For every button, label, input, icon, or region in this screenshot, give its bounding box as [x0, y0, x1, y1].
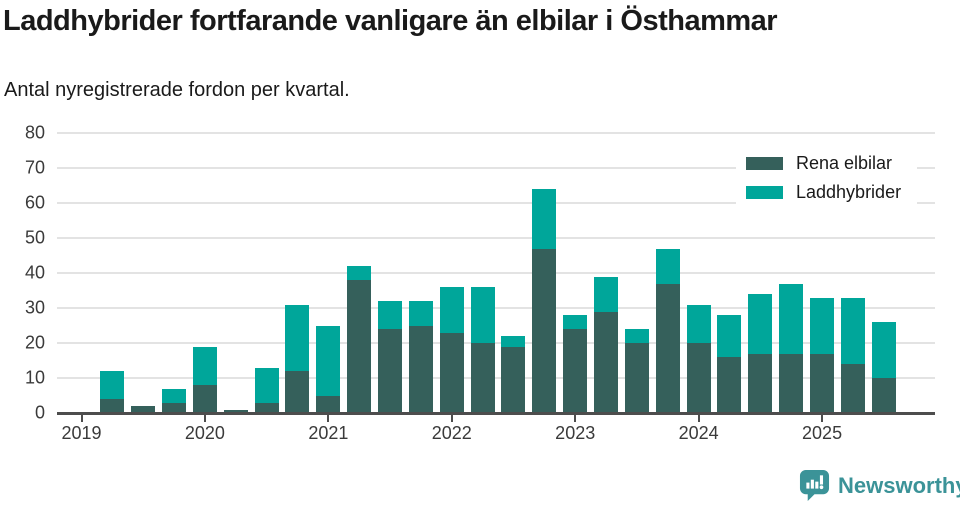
bar-2022-Q1-laddhybrider	[439, 287, 464, 333]
legend: Rena elbilar Laddhybrider	[736, 144, 918, 212]
bar-2024-Q2-rena-elbilar	[717, 357, 742, 413]
y-tick-label-20: 20	[24, 332, 45, 353]
bar-2023-Q2-laddhybrider	[594, 276, 619, 312]
brand-name: Newsworthy	[838, 472, 960, 498]
legend-item-rena-elbilar: Rena elbilar	[746, 153, 901, 174]
gridline-y50	[57, 237, 935, 239]
chart-subtitle: Antal nyregistrerade fordon per kvartal.	[4, 79, 350, 101]
bar-2023-Q2-rena-elbilar	[594, 311, 619, 413]
x-tick-2025	[821, 415, 824, 422]
bar-2025-Q1-laddhybrider	[810, 297, 835, 354]
bar-2019-Q3-rena-elbilar	[131, 406, 156, 413]
bar-2021-Q2-rena-elbilar	[347, 280, 372, 413]
bar-2020-Q1-rena-elbilar	[192, 385, 217, 413]
bar-2023-Q1-rena-elbilar	[563, 329, 588, 413]
x-tick-label-2022: 2022	[431, 423, 472, 443]
bar-2022-Q3-rena-elbilar	[501, 346, 526, 413]
x-tick-label-2025: 2025	[802, 423, 843, 443]
bar-2022-Q4-rena-elbilar	[532, 248, 557, 413]
x-tick-2021	[327, 415, 330, 422]
bar-2019-Q4-rena-elbilar	[162, 402, 187, 413]
gridline-y80	[57, 132, 935, 134]
gridline-y10	[57, 377, 935, 379]
bar-2019-Q4-laddhybrider	[162, 388, 187, 403]
bar-2020-Q1-laddhybrider	[192, 346, 217, 385]
x-tick-label-2020: 2020	[184, 423, 225, 443]
x-tick-2019	[80, 415, 83, 422]
bar-2025-Q3-laddhybrider	[871, 322, 896, 378]
x-axis-line	[57, 412, 935, 415]
x-tick-2024	[697, 415, 700, 422]
gridline-y60	[57, 202, 935, 204]
bar-2021-Q1-laddhybrider	[316, 325, 341, 396]
bar-2021-Q1-rena-elbilar	[316, 395, 341, 413]
y-tick-label-50: 50	[24, 227, 45, 248]
y-tick-label-60: 60	[24, 192, 45, 213]
y-tick-label-80: 80	[24, 122, 45, 143]
bar-2023-Q1-laddhybrider	[563, 315, 588, 329]
newsworthy-logo-icon	[799, 470, 830, 501]
y-tick-label-10: 10	[24, 367, 45, 388]
x-tick-label-2021: 2021	[308, 423, 349, 443]
x-tick-label-2019: 2019	[61, 423, 102, 443]
bar-2024-Q1-rena-elbilar	[686, 343, 711, 413]
legend-swatch-laddhybrider	[746, 186, 783, 199]
bar-2020-Q2-rena-elbilar	[223, 409, 248, 413]
bar-2024-Q4-laddhybrider	[779, 283, 804, 354]
bar-2022-Q3-laddhybrider	[501, 336, 526, 347]
chart-title: Laddhybrider fortfarande vanligare än el…	[3, 5, 778, 37]
bar-2020-Q3-rena-elbilar	[254, 402, 279, 413]
x-tick-label-2023: 2023	[555, 423, 596, 443]
x-tick-2022	[450, 415, 453, 422]
bar-2019-Q2-rena-elbilar	[100, 399, 125, 413]
bar-2025-Q3-rena-elbilar	[871, 378, 896, 413]
bar-2024-Q2-laddhybrider	[717, 315, 742, 357]
bar-2020-Q4-rena-elbilar	[285, 371, 310, 413]
bar-2021-Q4-rena-elbilar	[408, 325, 433, 413]
y-tick-label-40: 40	[24, 262, 45, 283]
x-tick-2023	[574, 415, 577, 422]
bar-2025-Q1-rena-elbilar	[810, 353, 835, 413]
legend-swatch-rena-elbilar	[746, 157, 783, 170]
bar-2020-Q4-laddhybrider	[285, 304, 310, 371]
y-tick-label-30: 30	[24, 297, 45, 318]
bar-2023-Q4-rena-elbilar	[655, 283, 680, 413]
brand-footer: Newsworthy	[799, 469, 960, 502]
bar-2023-Q3-laddhybrider	[624, 329, 649, 343]
y-tick-label-70: 70	[24, 157, 45, 178]
bar-2023-Q4-laddhybrider	[655, 248, 680, 284]
bar-2019-Q2-laddhybrider	[100, 371, 125, 399]
bar-2022-Q2-rena-elbilar	[470, 343, 495, 413]
gridline-y70	[57, 167, 935, 169]
legend-label-laddhybrider: Laddhybrider	[796, 182, 902, 202]
legend-label-rena-elbilar: Rena elbilar	[796, 153, 893, 173]
bar-2021-Q3-rena-elbilar	[378, 329, 403, 413]
gridline-y30	[57, 307, 935, 309]
bar-2021-Q2-laddhybrider	[347, 266, 372, 280]
bar-2025-Q2-laddhybrider	[840, 297, 865, 364]
y-tick-label-0: 0	[34, 402, 45, 423]
bar-2024-Q3-laddhybrider	[748, 294, 773, 354]
x-tick-2020	[203, 415, 206, 422]
bar-2022-Q2-laddhybrider	[470, 287, 495, 343]
gridline-y20	[57, 342, 935, 344]
bar-2021-Q4-laddhybrider	[408, 301, 433, 326]
bar-2024-Q1-laddhybrider	[686, 304, 711, 343]
bar-2023-Q3-rena-elbilar	[624, 343, 649, 413]
bar-2020-Q3-laddhybrider	[254, 367, 279, 403]
bar-2024-Q3-rena-elbilar	[748, 353, 773, 413]
bar-2021-Q3-laddhybrider	[378, 301, 403, 329]
bar-2025-Q2-rena-elbilar	[840, 364, 865, 413]
bar-2022-Q1-rena-elbilar	[439, 332, 464, 413]
x-tick-label-2024: 2024	[678, 423, 719, 443]
gridline-y40	[57, 272, 935, 274]
bar-2024-Q4-rena-elbilar	[779, 353, 804, 413]
legend-item-laddhybrider: Laddhybrider	[746, 182, 901, 203]
bar-2022-Q4-laddhybrider	[532, 189, 557, 249]
